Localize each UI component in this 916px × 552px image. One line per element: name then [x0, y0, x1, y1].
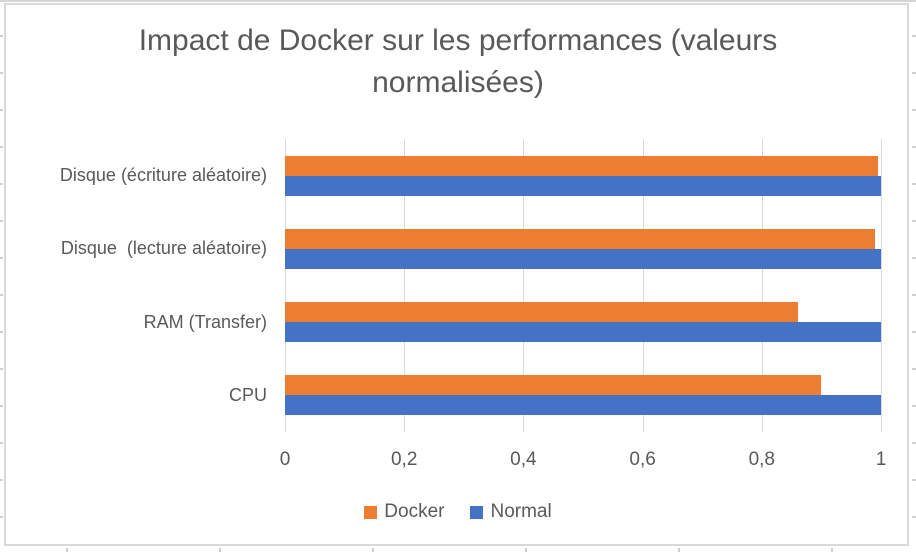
x-tick-label-5: 1 — [875, 449, 887, 470]
x-tick-label-1: 0,2 — [390, 449, 418, 470]
bar-docker-2[interactable] — [285, 302, 798, 323]
bar-group-2 — [285, 286, 881, 359]
bar-group-0 — [285, 139, 881, 212]
bar-group-3 — [285, 359, 881, 432]
x-tick-label-3: 0,6 — [629, 449, 656, 470]
category-label-2: RAM (Transfer) — [143, 311, 267, 332]
bar-normal-2[interactable] — [285, 322, 881, 343]
legend-swatch-docker — [364, 505, 378, 519]
chart-title[interactable]: Impact de Docker sur les performances (v… — [138, 24, 778, 99]
bar-docker-0[interactable] — [285, 155, 879, 176]
category-label-3: CPU — [228, 384, 267, 405]
bar-group-1 — [285, 212, 881, 285]
legend-item-normal[interactable]: Normal — [470, 501, 552, 523]
bar-normal-3[interactable] — [285, 395, 881, 416]
legend-swatch-normal — [470, 505, 484, 519]
bar-docker-1[interactable] — [285, 228, 876, 249]
sheet-gridline-bottom — [0, 548, 916, 552]
category-label-0: Disque (écriture aléatoire) — [59, 165, 267, 186]
legend-label-docker: Docker — [384, 501, 445, 522]
legend-label-normal: Normal — [490, 501, 552, 522]
plot-area[interactable] — [285, 139, 882, 432]
x-tick-label-2: 0,4 — [510, 449, 537, 470]
sheet-gridline-top — [0, 0, 916, 2]
category-label-1: Disque (lecture aléatoire) — [60, 238, 267, 259]
gridline-4 — [761, 139, 763, 432]
category-axis: Disque (écriture aléatoire) Disque (lectu… — [0, 139, 276, 432]
bar-normal-1[interactable] — [285, 248, 881, 269]
gridline-2 — [523, 139, 525, 432]
legend[interactable]: Docker Normal — [0, 501, 916, 523]
x-tick-label-4: 0,8 — [748, 449, 776, 470]
gridline-5 — [881, 139, 882, 432]
gridline-1 — [404, 139, 406, 432]
bar-normal-0[interactable] — [285, 175, 881, 196]
gridline-3 — [642, 139, 644, 432]
chart-container[interactable] — [4, 3, 909, 546]
sheet-gridline-right — [912, 0, 916, 552]
bar-docker-3[interactable] — [285, 375, 822, 396]
legend-item-docker[interactable]: Docker — [364, 501, 444, 523]
x-axis: 0 0,2 0,4 0,6 0,8 1 — [280, 449, 887, 473]
x-tick-label-0: 0 — [279, 449, 291, 470]
sheet-gridline-left — [0, 0, 3, 552]
gridline-0 — [285, 139, 286, 432]
